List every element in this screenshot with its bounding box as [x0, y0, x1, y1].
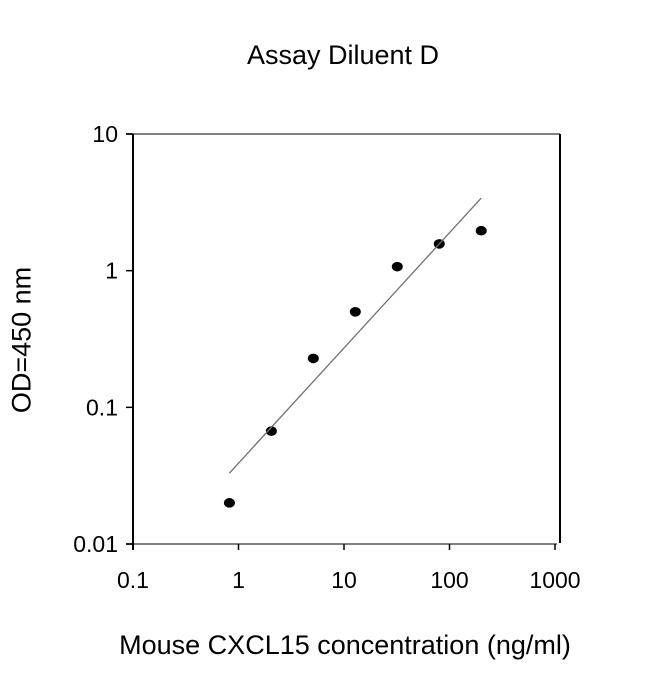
data-point	[391, 261, 403, 272]
data-point	[265, 426, 277, 436]
y-tick-label: 10	[92, 121, 118, 147]
fit-line	[228, 197, 482, 474]
data-point	[349, 307, 361, 317]
x-tick-label: 1	[232, 567, 245, 593]
x-tick-label: 1000	[529, 567, 580, 593]
x-axis-label: Mouse CXCL15 concentration (ng/ml)	[119, 630, 571, 660]
chart-title: Assay Diluent D	[246, 40, 440, 70]
data-point	[223, 498, 235, 508]
data-point	[307, 353, 319, 364]
y-tick-label: 0.1	[86, 394, 118, 420]
x-tick-label: 100	[430, 567, 468, 593]
data-point	[475, 225, 487, 236]
y-tick-label: 1	[105, 258, 118, 284]
x-tick-label: 10	[331, 567, 357, 593]
x-tick-label: 0.1	[117, 567, 149, 593]
y-tick-label: 0.01	[73, 531, 118, 557]
